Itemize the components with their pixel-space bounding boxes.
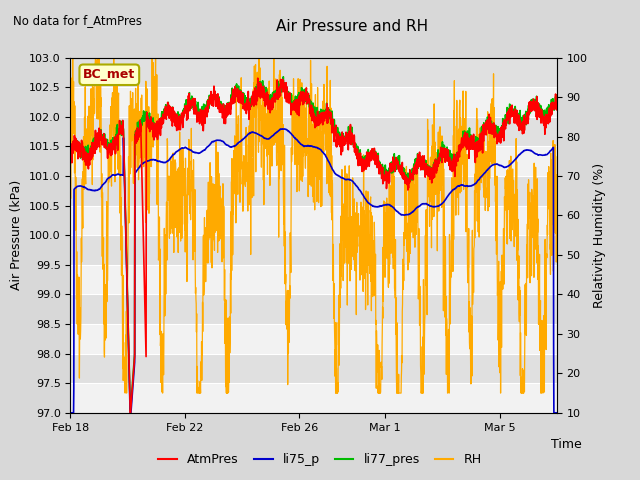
Text: Air Pressure and RH: Air Pressure and RH bbox=[276, 19, 428, 34]
Bar bbox=[70, 205, 557, 235]
Bar bbox=[70, 265, 557, 294]
Y-axis label: Relativity Humidity (%): Relativity Humidity (%) bbox=[593, 163, 606, 308]
Bar bbox=[70, 324, 557, 354]
Text: BC_met: BC_met bbox=[83, 68, 136, 81]
Bar bbox=[70, 383, 557, 413]
Y-axis label: Air Pressure (kPa): Air Pressure (kPa) bbox=[10, 180, 24, 290]
Legend: AtmPres, li75_p, li77_pres, RH: AtmPres, li75_p, li77_pres, RH bbox=[154, 448, 486, 471]
X-axis label: Time: Time bbox=[551, 438, 582, 451]
Text: No data for f_AtmPres: No data for f_AtmPres bbox=[13, 14, 142, 27]
Bar bbox=[70, 146, 557, 176]
Bar bbox=[70, 87, 557, 117]
